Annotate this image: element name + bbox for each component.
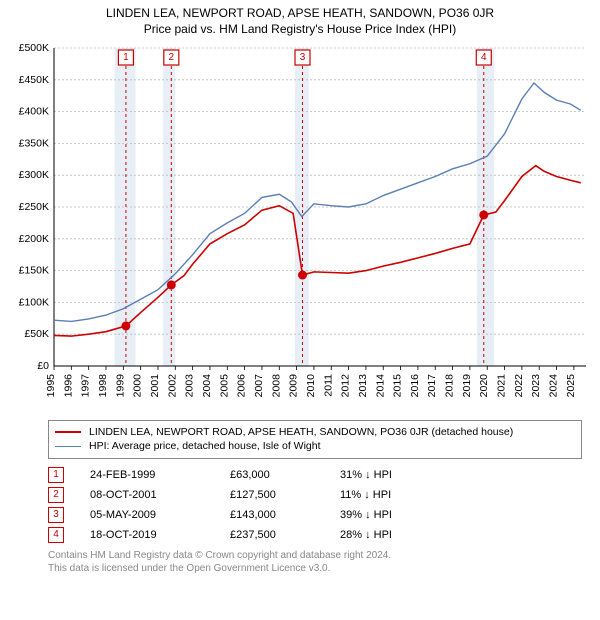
svg-text:2022: 2022	[513, 373, 525, 397]
svg-text:£300K: £300K	[19, 169, 49, 181]
svg-text:2013: 2013	[357, 373, 369, 397]
svg-text:2019: 2019	[461, 373, 473, 397]
legend-swatch	[55, 446, 81, 447]
transaction-point-4	[479, 210, 488, 219]
svg-text:1997: 1997	[80, 373, 92, 397]
svg-text:2003: 2003	[184, 373, 196, 397]
svg-text:£450K: £450K	[19, 73, 49, 85]
footer-attribution: Contains HM Land Registry data © Crown c…	[48, 549, 582, 575]
svg-text:2023: 2023	[530, 373, 542, 397]
svg-text:2000: 2000	[132, 373, 144, 397]
svg-text:1: 1	[123, 52, 129, 63]
svg-text:2018: 2018	[444, 373, 456, 397]
svg-text:2025: 2025	[565, 373, 577, 397]
svg-text:2014: 2014	[374, 373, 386, 397]
svg-text:2009: 2009	[288, 373, 300, 397]
chart-svg: £0 £50K £100K £150K £200K £250K £300K £350K £400…	[8, 42, 592, 412]
transaction-point-2	[167, 280, 176, 289]
transaction-price: £143,000	[230, 509, 340, 521]
transaction-delta-vs-hpi: 28% ↓ HPI	[340, 529, 450, 541]
svg-text:2008: 2008	[270, 373, 282, 397]
svg-text:£150K: £150K	[19, 264, 49, 276]
transaction-point-1	[121, 321, 130, 330]
svg-text:£50K: £50K	[24, 328, 49, 340]
table-row: 1 24-FEB-1999£63,00031% ↓ HPI	[48, 465, 582, 485]
transaction-number-badge: 4	[48, 527, 64, 543]
svg-text:2016: 2016	[409, 373, 421, 397]
legend: LINDEN LEA, NEWPORT ROAD, APSE HEATH, SA…	[48, 420, 582, 459]
svg-text:3: 3	[300, 52, 306, 63]
svg-text:2012: 2012	[340, 373, 352, 397]
svg-text:2015: 2015	[392, 373, 404, 397]
svg-text:2007: 2007	[253, 373, 265, 397]
svg-text:2011: 2011	[322, 373, 334, 396]
footer-line-2: This data is licensed under the Open Gov…	[48, 562, 582, 575]
svg-text:2002: 2002	[166, 373, 178, 397]
table-row: 3 05-MAY-2009£143,00039% ↓ HPI	[48, 505, 582, 525]
svg-text:2017: 2017	[426, 373, 438, 397]
transaction-number-badge: 1	[48, 467, 64, 483]
svg-text:2004: 2004	[201, 373, 213, 397]
svg-text:£350K: £350K	[19, 137, 49, 149]
legend-item: LINDEN LEA, NEWPORT ROAD, APSE HEATH, SA…	[55, 425, 575, 440]
svg-text:2010: 2010	[305, 373, 317, 397]
transaction-date: 05-MAY-2009	[90, 509, 230, 521]
transaction-delta-vs-hpi: 31% ↓ HPI	[340, 469, 450, 481]
transaction-price: £63,000	[230, 469, 340, 481]
transaction-price: £127,500	[230, 489, 340, 501]
transaction-date: 18-OCT-2019	[90, 529, 230, 541]
svg-text:£500K: £500K	[19, 42, 49, 54]
legend-item: HPI: Average price, detached house, Isle…	[55, 439, 575, 454]
transaction-date: 08-OCT-2001	[90, 489, 230, 501]
svg-text:4: 4	[481, 52, 487, 63]
svg-text:2021: 2021	[496, 373, 508, 397]
legend-label: LINDEN LEA, NEWPORT ROAD, APSE HEATH, SA…	[89, 425, 513, 440]
footer-line-1: Contains HM Land Registry data © Crown c…	[48, 549, 582, 562]
transaction-date: 24-FEB-1999	[90, 469, 230, 481]
transaction-number-badge: 3	[48, 507, 64, 523]
svg-text:1999: 1999	[114, 373, 126, 397]
svg-text:2024: 2024	[548, 373, 560, 397]
transaction-number-badge: 2	[48, 487, 64, 503]
svg-text:1995: 1995	[45, 373, 57, 397]
transaction-point-3	[298, 270, 307, 279]
chart-title: LINDEN LEA, NEWPORT ROAD, APSE HEATH, SA…	[8, 6, 592, 22]
svg-text:£250K: £250K	[19, 201, 49, 213]
svg-text:2020: 2020	[478, 373, 490, 397]
transaction-delta-vs-hpi: 11% ↓ HPI	[340, 489, 450, 501]
svg-text:1998: 1998	[97, 373, 109, 397]
chart-subtitle: Price paid vs. HM Land Registry's House …	[8, 22, 592, 36]
transactions-table: 1 24-FEB-1999£63,00031% ↓ HPI 2 08-OCT-2001…	[48, 465, 582, 545]
svg-text:2005: 2005	[218, 373, 230, 397]
svg-text:£400K: £400K	[19, 105, 49, 117]
table-row: 4 18-OCT-2019£237,50028% ↓ HPI	[48, 525, 582, 545]
svg-text:2006: 2006	[236, 373, 248, 397]
svg-text:2001: 2001	[149, 373, 161, 397]
svg-text:£200K: £200K	[19, 232, 49, 244]
svg-text:£0: £0	[37, 360, 49, 372]
table-row: 2 08-OCT-2001£127,50011% ↓ HPI	[48, 485, 582, 505]
svg-text:2: 2	[169, 52, 175, 63]
legend-swatch	[55, 431, 81, 433]
svg-text:1996: 1996	[62, 373, 74, 397]
chart-area: £0 £50K £100K £150K £200K £250K £300K £350K £400…	[8, 42, 592, 412]
legend-label: HPI: Average price, detached house, Isle…	[89, 439, 321, 454]
transaction-delta-vs-hpi: 39% ↓ HPI	[340, 509, 450, 521]
transaction-price: £237,500	[230, 529, 340, 541]
svg-text:£100K: £100K	[19, 296, 49, 308]
